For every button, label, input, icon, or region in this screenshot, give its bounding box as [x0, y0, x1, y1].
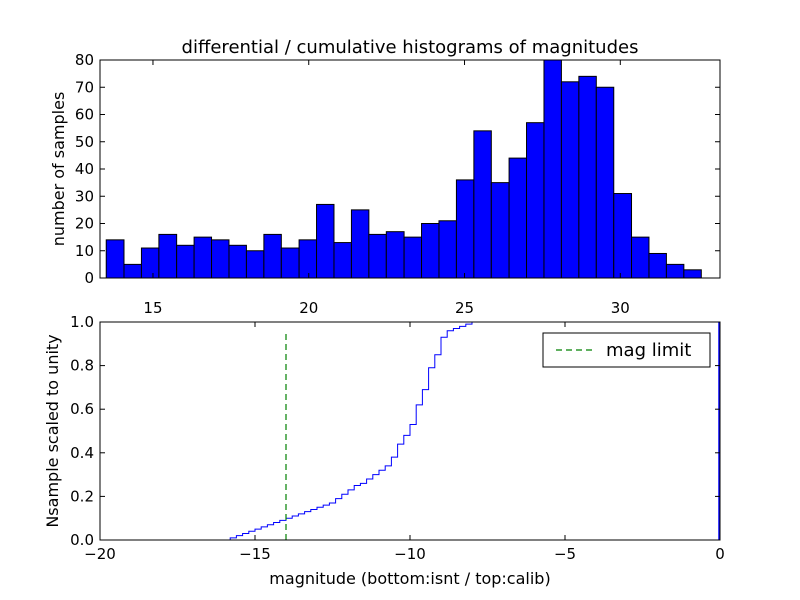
y-tick-label: 0.6: [70, 400, 94, 418]
histogram-bar: [473, 130, 492, 279]
histogram-bar: [665, 263, 685, 279]
top-y-axis-label: number of samples: [49, 92, 68, 247]
histogram-bar: [438, 220, 457, 279]
histogram-bar: [193, 236, 213, 279]
x-tick-label: 15: [143, 299, 162, 317]
y-tick-label: 80: [75, 51, 94, 69]
y-tick-label: 0.8: [70, 357, 94, 375]
histogram-bar: [613, 193, 633, 279]
y-tick-label: 50: [75, 133, 94, 151]
histogram-bar: [490, 182, 510, 279]
histogram-bar: [263, 233, 282, 279]
histogram-bar: [683, 269, 702, 279]
x-tick-label: 30: [611, 299, 630, 317]
histogram-bar: [595, 86, 615, 279]
x-tick-label: 20: [299, 299, 318, 317]
x-tick-label: −5: [554, 545, 576, 563]
x-tick-label: −15: [239, 545, 271, 563]
histogram-bar: [508, 157, 528, 279]
y-tick-label: 10: [75, 242, 94, 260]
histogram-bar: [176, 244, 195, 279]
legend: mag limit: [542, 332, 711, 368]
histogram-bar: [228, 244, 247, 279]
bottom-y-axis-label: Nsample scaled to unity: [43, 334, 62, 527]
legend-label-mag-limit: mag limit: [606, 340, 691, 361]
histogram-bar: [333, 242, 352, 279]
y-tick-label: 30: [75, 187, 94, 205]
y-tick-label: 0.2: [70, 487, 94, 505]
histogram-bar: [245, 250, 265, 279]
y-tick-label: 0: [84, 269, 94, 287]
bottom-y-ticks: 0.0 0.2 0.4 0.6 0.8 1.0: [70, 313, 720, 549]
x-tick-label: 0: [715, 545, 725, 563]
histogram-bar: [631, 236, 650, 279]
y-tick-label: 1.0: [70, 313, 94, 331]
cumulative-histogram-panel: 0.0 0.2 0.4 0.6 0.8 1.0 −20 −15 −10 −5 0 Nsample …: [43, 313, 725, 588]
top-x-ticks: 15 20 25 30: [143, 60, 630, 317]
histogram-bar: [368, 233, 387, 279]
x-tick-label: −10: [394, 545, 426, 563]
histogram-bar: [648, 252, 667, 279]
x-axis-label: magnitude (bottom:isnt / top:calib): [269, 569, 550, 588]
y-tick-label: 70: [75, 78, 94, 96]
histogram-bar: [578, 75, 597, 279]
histogram-bar: [560, 81, 580, 279]
y-tick-label: 0.0: [70, 531, 94, 549]
y-tick-label: 0.4: [70, 444, 94, 462]
bottom-x-ticks: −20 −15 −10 −5 0: [84, 322, 725, 563]
y-tick-label: 60: [75, 106, 94, 124]
histogram-bar: [105, 239, 125, 279]
x-tick-label: −20: [84, 545, 116, 563]
histogram-bar: [280, 247, 300, 279]
histogram-bar: [211, 239, 230, 279]
histogram-bar: [123, 263, 142, 279]
figure-title: differential / cumulative histograms of …: [182, 37, 639, 58]
histogram-bar: [403, 236, 423, 279]
cumulative-step-line: [100, 321, 720, 541]
x-tick-label: 25: [455, 299, 474, 317]
y-tick-label: 20: [75, 215, 94, 233]
histogram-bar: [421, 223, 440, 279]
histogram-bar: [298, 239, 318, 279]
histogram-bar: [350, 209, 370, 279]
differential-histogram-panel: differential / cumulative histograms of …: [49, 37, 721, 317]
histogram-bar: [526, 122, 545, 279]
top-y-ticks: 0 10 20 30 40 50 60 70 80: [75, 51, 720, 287]
histogram-bar: [158, 233, 178, 279]
histogram-bar: [543, 59, 562, 279]
y-tick-label: 40: [75, 160, 94, 178]
histogram-bar: [316, 203, 335, 279]
histogram-bar: [385, 231, 405, 279]
histogram-bars: [105, 59, 702, 279]
histogram-bar: [455, 179, 475, 279]
histogram-bar: [140, 247, 160, 279]
